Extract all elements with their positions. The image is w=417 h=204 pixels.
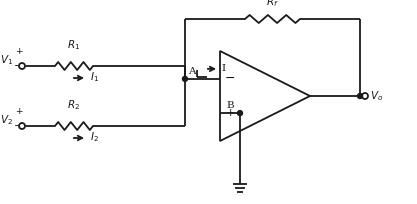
Text: $V_2$: $V_2$ <box>0 113 13 127</box>
Text: +: + <box>225 108 235 118</box>
Text: $R_f$: $R_f$ <box>266 0 279 9</box>
Text: $I_1$: $I_1$ <box>90 70 99 84</box>
Text: A: A <box>188 67 196 76</box>
Circle shape <box>183 76 188 81</box>
Text: $R_1$: $R_1$ <box>68 38 80 52</box>
Text: $V_1$: $V_1$ <box>0 53 13 67</box>
Circle shape <box>238 111 243 116</box>
Circle shape <box>19 63 25 69</box>
Circle shape <box>362 93 368 99</box>
Circle shape <box>19 123 25 129</box>
Text: −: − <box>14 61 24 71</box>
Text: B: B <box>226 101 234 110</box>
Text: −: − <box>14 121 24 131</box>
Text: $I_2$: $I_2$ <box>90 130 99 144</box>
Text: $V_o$: $V_o$ <box>370 89 383 103</box>
Text: I: I <box>221 64 225 73</box>
Text: −: − <box>225 72 235 85</box>
Text: +: + <box>15 107 23 116</box>
Text: +: + <box>15 47 23 56</box>
Text: $R_2$: $R_2$ <box>68 98 80 112</box>
Circle shape <box>357 93 362 99</box>
